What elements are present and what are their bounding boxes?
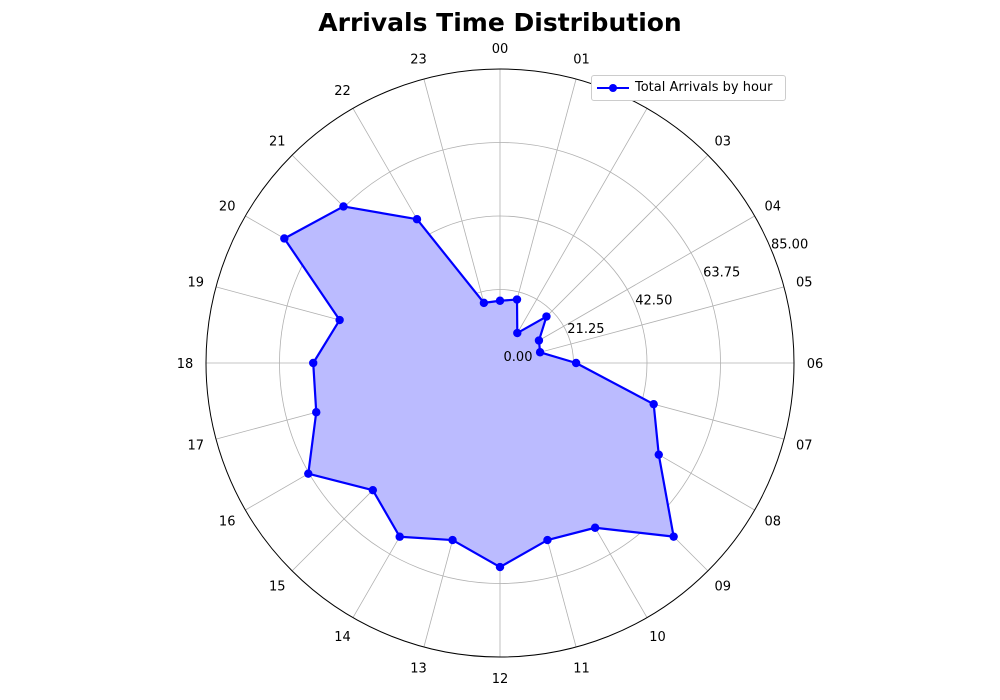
angle-tick-label: 03: [714, 134, 731, 149]
angle-tick-label: 19: [187, 275, 204, 290]
series-area: [284, 206, 674, 568]
data-point: [543, 535, 552, 545]
data-point: [312, 408, 321, 417]
data-point: [448, 535, 457, 545]
angle-tick-label: 10: [649, 630, 666, 645]
angle-tick-label: 11: [573, 661, 590, 676]
angle-tick-label: 14: [334, 630, 351, 645]
data-point: [368, 485, 378, 495]
legend-label: Total Arrivals by hour: [635, 80, 773, 95]
angle-tick-label: 20: [219, 200, 236, 215]
data-point: [304, 469, 313, 478]
radial-tick-label: 85.00: [771, 237, 808, 252]
data-point: [649, 399, 658, 409]
data-point: [669, 532, 678, 541]
radial-tick-label: 42.50: [635, 294, 672, 309]
data-point: [590, 523, 600, 532]
angle-tick-label: 01: [573, 53, 590, 68]
radial-tick-label: 21.25: [567, 322, 604, 337]
angle-tick-label: 06: [807, 357, 824, 372]
data-point: [395, 532, 404, 541]
data-point: [542, 312, 551, 321]
data-point: [513, 328, 522, 338]
angle-tick-label: 22: [334, 84, 351, 99]
data-point: [412, 215, 422, 224]
data-point: [535, 348, 545, 357]
angular-gridline: [499, 108, 648, 364]
chart-title: Arrivals Time Distribution: [318, 8, 682, 37]
data-point: [534, 336, 544, 345]
angle-tick-label: 17: [187, 439, 204, 454]
radial-tick-label: 0.00: [504, 350, 533, 365]
data-point: [495, 562, 505, 572]
angular-gridline: [499, 286, 785, 364]
series-layer: [280, 202, 678, 572]
legend-marker: [597, 84, 629, 92]
legend: Total Arrivals by hour: [591, 75, 786, 101]
legend-dot: [609, 84, 617, 92]
angle-tick-label: 08: [765, 515, 782, 530]
data-point: [479, 298, 489, 308]
angle-tick-label: 15: [269, 580, 286, 595]
data-point: [309, 358, 318, 368]
radial-tick-label: 63.75: [703, 266, 740, 281]
angle-tick-label: 07: [796, 439, 813, 454]
angle-tick-label: 18: [177, 357, 194, 372]
angle-tick-label: 09: [714, 580, 731, 595]
angle-tick-label: 16: [219, 515, 236, 530]
angle-tick-label: 00: [492, 42, 509, 57]
angle-tick-label: 23: [410, 53, 427, 68]
data-point: [495, 296, 505, 305]
angle-tick-label: 21: [269, 134, 286, 149]
data-point: [339, 202, 348, 211]
data-point: [654, 450, 663, 459]
angle-tick-label: 12: [492, 672, 509, 687]
data-point: [335, 315, 344, 325]
angle-tick-label: 13: [410, 661, 427, 676]
data-point: [571, 358, 581, 368]
polar-frame: [205, 68, 795, 658]
angle-tick-label: 05: [796, 275, 813, 290]
data-point: [280, 234, 289, 243]
data-point: [512, 295, 522, 304]
angle-tick-label: 04: [765, 200, 782, 215]
